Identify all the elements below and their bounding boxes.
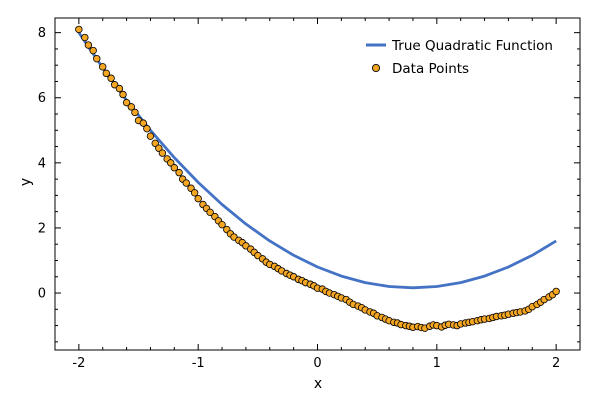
plot-area [75,25,560,332]
data-point [115,84,124,93]
y-axis-label: y [18,178,34,186]
data-point [182,179,190,187]
data-point [170,164,179,172]
data-point [99,63,107,71]
plot-clipped-group [75,25,560,332]
data-point [139,119,147,127]
y-tick-label: 2 [38,221,46,236]
data-point [194,194,202,203]
y-tick-label: 4 [38,156,46,171]
data-point [127,103,136,111]
axes-frame [54,17,581,351]
data-point [206,208,214,217]
data-point [146,132,155,140]
x-tick-label: 1 [433,356,441,371]
data-point [93,54,101,63]
data-point [190,189,199,197]
axes-box [54,17,581,351]
y-tick-label: 6 [38,91,46,106]
data-point [107,74,115,82]
data-point [81,33,89,42]
data-point [102,69,111,78]
series-line-true-quadratic [77,31,557,290]
data-point [155,144,163,152]
data-point [158,149,167,157]
data-point [218,220,226,229]
data-point [122,98,131,107]
x-tick-label: -2 [72,356,85,371]
y-tick-label: 8 [38,26,46,41]
data-point [552,287,560,296]
y-tick-label: 0 [38,287,46,302]
legend-label-true-function: True Quadratic Function [391,38,553,54]
x-tick-label: 2 [552,356,560,371]
data-point [143,124,151,133]
data-point [89,46,97,55]
x-tick-label: 0 [313,356,321,371]
data-point [119,90,127,99]
x-axis-label: x [314,376,322,392]
data-point [75,25,83,34]
data-point [110,81,119,89]
x-tick-label: -1 [192,356,205,371]
axis-labels: x y [18,178,322,392]
axis-ticks: -2 -1 0 1 2 0 2 4 6 8 [38,18,581,371]
data-point [167,159,175,167]
legend-point-swatch [371,63,381,73]
legend-label-data-points: Data Points [392,61,469,77]
data-point [84,41,93,49]
data-point [175,168,183,177]
data-point [131,108,139,117]
legend: True Quadratic Function Data Points [366,38,553,77]
data-point [151,139,159,148]
